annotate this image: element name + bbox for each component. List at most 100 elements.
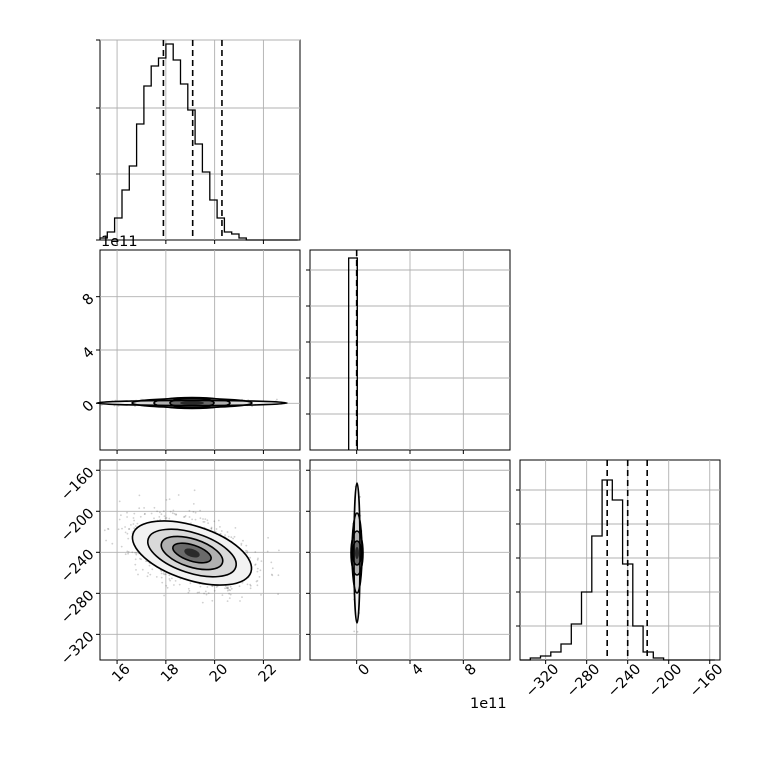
scatter-point bbox=[160, 570, 163, 572]
row2-col0-contour-0 bbox=[131, 520, 253, 586]
scatter-point bbox=[188, 589, 191, 592]
scatter-point bbox=[175, 514, 177, 516]
scatter-point bbox=[126, 516, 128, 518]
scatter-point bbox=[204, 518, 207, 520]
scatter-point bbox=[127, 528, 130, 530]
scatter-point bbox=[151, 568, 154, 571]
scatter-point bbox=[111, 542, 114, 545]
scatter-point bbox=[256, 567, 259, 570]
scatter-point bbox=[226, 586, 228, 589]
offset-label-bottom-col1: 1e11 bbox=[470, 696, 507, 712]
scatter-point bbox=[277, 593, 279, 595]
scatter-point bbox=[217, 519, 220, 522]
offset-label-row1: 1e11 bbox=[101, 234, 138, 250]
scatter-point bbox=[249, 583, 252, 586]
scatter-point bbox=[241, 581, 244, 584]
scatter-point bbox=[240, 544, 243, 546]
scatter-point bbox=[146, 575, 149, 578]
scatter-point bbox=[239, 600, 241, 602]
scatter-point bbox=[136, 522, 139, 525]
scatter-point bbox=[124, 531, 127, 534]
scatter-point bbox=[163, 594, 166, 597]
scatter-point bbox=[164, 573, 167, 576]
scatter-point bbox=[270, 573, 273, 576]
scatter-point bbox=[271, 567, 274, 570]
scatter-point bbox=[256, 558, 259, 561]
scatter-point bbox=[233, 535, 236, 538]
scatter-point bbox=[177, 494, 180, 496]
scatter-point bbox=[226, 531, 229, 533]
row2-col1-contour-3 bbox=[351, 540, 363, 566]
scatter-point bbox=[246, 583, 249, 586]
scatter-point bbox=[207, 522, 210, 524]
scatter-point bbox=[126, 532, 129, 535]
scatter-point bbox=[226, 600, 229, 602]
scatter-point bbox=[356, 630, 359, 633]
scatter-point bbox=[117, 528, 120, 531]
row2-col0-contour-3 bbox=[172, 542, 212, 564]
scatter-point bbox=[215, 528, 218, 530]
scatter-point bbox=[254, 564, 256, 566]
scatter-point bbox=[135, 569, 137, 571]
scatter-point bbox=[153, 517, 155, 520]
scatter-point bbox=[139, 557, 141, 560]
scatter-point bbox=[130, 524, 132, 526]
scatter-point bbox=[210, 527, 213, 530]
scatter-point bbox=[149, 573, 152, 576]
scatter-point bbox=[192, 503, 195, 505]
scatter-point bbox=[194, 511, 197, 514]
scatter-point bbox=[173, 584, 175, 586]
scatter-point bbox=[120, 545, 123, 548]
scatter-point bbox=[202, 518, 204, 520]
scatter-point bbox=[228, 589, 231, 591]
scatter-point bbox=[134, 563, 137, 566]
scatter-point bbox=[175, 513, 178, 516]
scatter-point bbox=[206, 586, 209, 588]
scatter-point bbox=[138, 494, 141, 497]
scatter-point bbox=[255, 580, 258, 583]
scatter-point bbox=[184, 515, 187, 517]
scatter-point bbox=[118, 500, 121, 503]
scatter-point bbox=[141, 568, 144, 571]
scatter-point bbox=[191, 518, 194, 521]
scatter-point bbox=[189, 582, 192, 585]
scatter-point bbox=[131, 551, 134, 554]
scatter-point bbox=[199, 517, 202, 520]
scatter-point bbox=[228, 597, 231, 599]
scatter-point bbox=[159, 518, 162, 521]
scatter-point bbox=[249, 556, 252, 559]
row2-col1-density-4 bbox=[355, 547, 359, 559]
scatter-point bbox=[199, 509, 202, 512]
tick-layer bbox=[96, 39, 711, 664]
scatter-point bbox=[105, 539, 107, 542]
scatter-point bbox=[214, 530, 217, 533]
scatter-point bbox=[140, 558, 143, 561]
scatter-point bbox=[159, 511, 161, 514]
scatter-point bbox=[172, 509, 175, 512]
scatter-point bbox=[120, 514, 122, 517]
scatter-point bbox=[229, 589, 232, 592]
scatter-point bbox=[226, 587, 229, 590]
scatter-point bbox=[150, 512, 153, 515]
scatter-point bbox=[133, 527, 136, 530]
scatter-point bbox=[168, 574, 171, 577]
row2-col0-density-4 bbox=[184, 548, 200, 558]
scatter-point bbox=[210, 528, 213, 530]
scatter-point bbox=[227, 586, 229, 589]
scatter-point bbox=[160, 513, 163, 516]
scatter-point bbox=[143, 507, 146, 509]
row1-col0-contour-3 bbox=[169, 397, 215, 409]
scatter-point bbox=[134, 525, 137, 527]
diag-0-hist bbox=[99, 43, 298, 241]
scatter-point bbox=[238, 585, 241, 588]
scatter-point bbox=[258, 576, 261, 578]
histogram-layer bbox=[99, 40, 715, 661]
scatter-point bbox=[260, 594, 262, 596]
scatter-point bbox=[249, 587, 252, 590]
scatter-point bbox=[229, 585, 232, 588]
scatter-point bbox=[213, 520, 216, 523]
scatter-point bbox=[103, 529, 106, 532]
panel-diag-2 bbox=[519, 459, 721, 661]
